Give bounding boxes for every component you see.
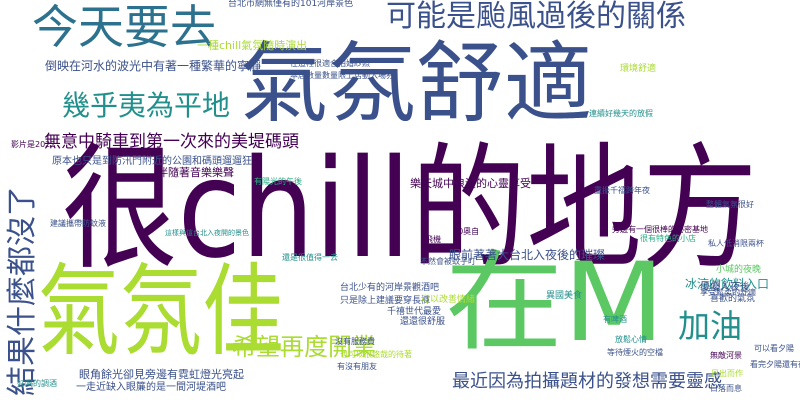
word-13: 原本也只是到防汛門附近的公園和碼頭遛遛狂 bbox=[52, 156, 252, 167]
word-21: 優優入夜後 bbox=[700, 282, 750, 293]
word-16: 台北市網無僅有的101河岸景色 bbox=[228, 0, 354, 9]
word-47: 日出而作 bbox=[711, 369, 743, 378]
word-38: 飛機 bbox=[425, 235, 441, 244]
word-55: 私人低消限兩杯 bbox=[708, 239, 764, 248]
word-7: 結果什麼都沒了 bbox=[5, 186, 40, 396]
word-28: 喜歡的氣氛 bbox=[710, 294, 756, 304]
word-20: 一走近缺入眼簾的是一間河堤酒吧 bbox=[76, 382, 226, 393]
word-34: 重振千禧跨年夜 bbox=[594, 186, 650, 195]
word-52: 在這裡很適合拍婚紗照 bbox=[290, 59, 370, 68]
word-8: 加油 bbox=[678, 307, 743, 345]
word-60: 還是很值得一去 bbox=[282, 253, 338, 262]
word-11: 無意中騎車到第一次來的美堤碼頭 bbox=[44, 132, 299, 152]
word-41: 可以改善情緒 bbox=[421, 295, 476, 305]
word-58: 整體氣氛很好 bbox=[706, 200, 754, 209]
word-14: 伴隨著音樂樂聲 bbox=[157, 166, 234, 179]
word-37: 有啤酒 bbox=[603, 315, 627, 324]
word-1: 氣氛舒適 bbox=[240, 32, 593, 135]
word-5: 可能是颱風過後的關係 bbox=[386, 0, 686, 34]
word-26: 還還很舒服 bbox=[400, 317, 446, 327]
word-53: 環境舒適 bbox=[620, 64, 657, 74]
word-56: 沒有服務費 bbox=[335, 337, 375, 346]
word-45: 等待煙火的空檔 bbox=[607, 348, 663, 357]
word-30: 很有特色的小店 bbox=[640, 234, 696, 243]
word-29: 有陽光的午後 bbox=[254, 177, 302, 186]
word-18: 冰涼的飲料入口 bbox=[685, 277, 770, 291]
word-9: 希望再度開業 bbox=[232, 333, 376, 361]
word-17: 眼前著著大台北入夜後的璀璨 bbox=[449, 248, 606, 262]
word-6: 幾乎夷為平地 bbox=[62, 89, 231, 122]
word-33: 建議攜帶防蚊液 bbox=[50, 219, 106, 228]
word-19: 眼角餘光卻見旁邊有霓虹燈光亮起 bbox=[79, 368, 244, 381]
word-48: 日落而息 bbox=[710, 384, 742, 393]
word-31: 小城的夜晚 bbox=[716, 265, 762, 275]
word-57: 也可以很悠哉的待著 bbox=[340, 350, 412, 359]
word-50: 看完夕陽還有夜景 bbox=[750, 360, 800, 369]
word-22: 這樣與這台北入夜開的景色 bbox=[165, 229, 249, 237]
word-36: 異國美食 bbox=[546, 291, 583, 301]
word-23: 樂天城中浪漫的心靈享受 bbox=[410, 177, 531, 190]
word-54: 好喝的調酒 bbox=[17, 379, 57, 388]
word-4: 今天要去 bbox=[32, 0, 216, 54]
word-39: 90奧自 bbox=[453, 227, 480, 236]
word-59: 有沒有朋友 bbox=[337, 362, 377, 371]
word-42: 放鬆心情 bbox=[615, 335, 647, 344]
word-25: 千禧世代最愛 bbox=[387, 307, 442, 317]
word-27: 台北少有的河岸景觀酒吧 bbox=[340, 283, 440, 293]
word-46: 無敵河景 bbox=[710, 351, 742, 360]
word-32: 影片是2022 bbox=[11, 140, 56, 149]
word-44: 旁邊有一個很棒的秘密基地 bbox=[612, 225, 708, 234]
word-49: 可以看夕陽 bbox=[754, 344, 794, 353]
word-2: 氣氛佳 bbox=[38, 253, 284, 370]
word-40: 不然會被蚊子叮 bbox=[420, 257, 476, 266]
word-10: 最近因為拍攝題材的發想需要靈感 bbox=[452, 371, 722, 392]
word-3: 在M bbox=[445, 238, 665, 366]
word-24: 只是除上建議要穿長褲 bbox=[340, 296, 431, 306]
word-35: 享受鬆柔的舒適 bbox=[700, 288, 756, 297]
word-51: 本店數量數量限上店動入場券 bbox=[290, 71, 394, 80]
word-15: 一種chill氣氛隨時演出 bbox=[197, 39, 308, 52]
word-43: 連續好幾天的放假 bbox=[589, 109, 653, 118]
word-12: 倒映在河水的波光中有著一種繁華的寧靜 bbox=[45, 59, 262, 73]
word-0: 很chill的地方 bbox=[62, 131, 758, 289]
